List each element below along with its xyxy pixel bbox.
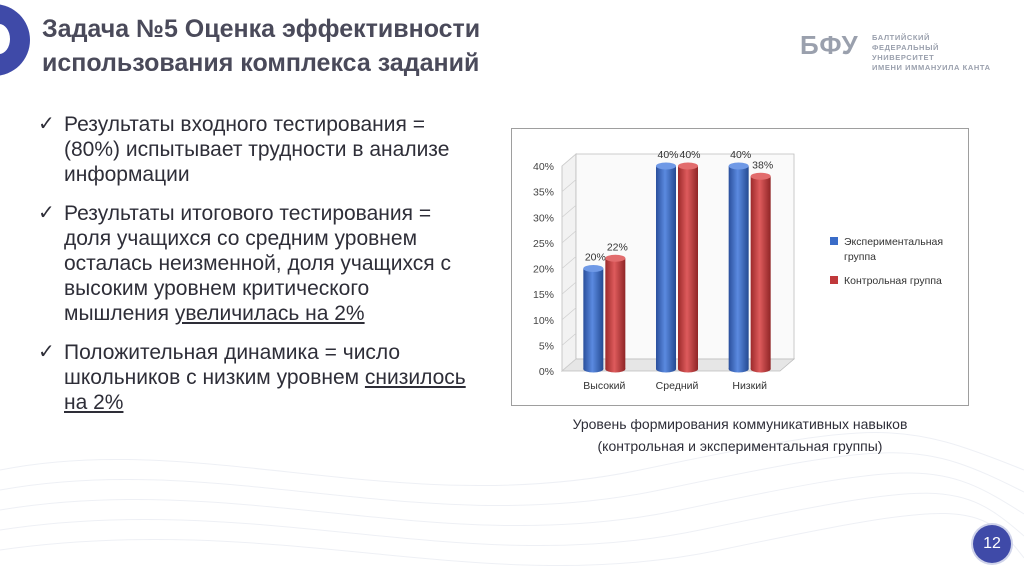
- bar-top: [728, 162, 749, 170]
- bullet-text: Результаты итогового тестирования = доля…: [64, 202, 452, 325]
- bar-top: [605, 254, 626, 262]
- y-gridline-diagonal: [561, 333, 577, 346]
- bar-top: [583, 265, 604, 272]
- legend-swatch: [830, 276, 838, 284]
- data-label: 22%: [607, 241, 628, 253]
- bar: [605, 258, 626, 369]
- title-line-1: Задача №5 Оценка эффективности: [42, 15, 481, 43]
- bar-base: [583, 365, 604, 373]
- data-label: 40%: [657, 149, 678, 161]
- logo-line-3: ИМЕНИ ИММАНУИЛА КАНТА: [872, 63, 991, 72]
- legend-label: группа: [844, 251, 876, 263]
- logo-line-1: БАЛТИЙСКИЙ: [872, 33, 931, 42]
- data-label: 38%: [752, 159, 773, 171]
- checkmark-icon: ✓: [38, 113, 55, 135]
- y-tick-label: 20%: [533, 264, 554, 276]
- legend-swatch: [830, 237, 838, 245]
- caption-line-1: Уровень формирования коммуникативных нав…: [572, 416, 908, 432]
- bullet-underlined-text: снизилось на 2%: [64, 366, 466, 414]
- data-label: 40%: [679, 149, 700, 161]
- slide-title: Задача №5 Оценка эффективности использов…: [42, 12, 642, 80]
- y-tick-label: 5%: [539, 340, 554, 352]
- y-tick-label: 40%: [533, 161, 554, 173]
- data-label: 20%: [585, 252, 606, 264]
- chart-frame: 0% 5% 10% 15% 20% 25% 30% 35% 40% 20% 22% Высокий 40…: [511, 128, 969, 406]
- title-line-2: использования комплекса заданий: [42, 49, 480, 77]
- y-tick-label: 25%: [533, 238, 554, 250]
- x-tick-label: Высокий: [583, 380, 625, 392]
- y-gridline-diagonal: [561, 307, 577, 321]
- caption-line-2: (контрольная и экспериментальная группы): [597, 438, 883, 454]
- y-tick-label: 0%: [539, 366, 554, 378]
- y-gridline-diagonal: [561, 281, 577, 295]
- bar-base: [656, 365, 676, 373]
- logo-line-2: ФЕДЕРАЛЬНЫЙ УНИВЕРСИТЕТ: [872, 43, 940, 62]
- bar: [656, 166, 676, 369]
- y-tick-label: 10%: [533, 315, 554, 327]
- bullet-item: ✓ Результаты итогового тестирования = до…: [38, 201, 478, 326]
- bar-base: [605, 365, 626, 373]
- bar-top: [750, 172, 771, 180]
- y-tick-label: 15%: [533, 289, 554, 301]
- bar-base: [678, 365, 698, 373]
- y-gridline-diagonal: [561, 256, 577, 269]
- y-gridline-diagonal: [561, 358, 577, 372]
- bar-top: [678, 162, 698, 170]
- checkmark-icon: ✓: [38, 202, 55, 224]
- x-tick-label: Низкий: [732, 380, 767, 392]
- checkmark-icon: ✓: [38, 341, 55, 363]
- bar-base: [728, 365, 749, 373]
- bullet-list: ✓ Результаты входного тестирования = (80…: [38, 112, 478, 429]
- bar: [583, 268, 604, 369]
- y-gridline-diagonal: [561, 153, 577, 167]
- legend-label: Экспериментальная: [844, 236, 943, 248]
- logo-mark: БФУ: [800, 30, 859, 60]
- chart-caption: Уровень формирования коммуникативных нав…: [500, 413, 980, 457]
- bullet-text: Результаты входного тестирования = (80%)…: [64, 113, 450, 186]
- bullet-underlined-text: увеличилась на 2%: [174, 302, 365, 325]
- page-number: 12: [973, 525, 1011, 563]
- data-label: 40%: [730, 149, 751, 161]
- bar-chart: 0%5%10%15%20%25%30%35%40%20%22%Высокий40…: [533, 149, 943, 392]
- bar: [678, 166, 698, 369]
- university-logo: БФУ БАЛТИЙСКИЙ ФЕДЕРАЛЬНЫЙ УНИВЕРСИТЕТ И…: [800, 30, 1000, 72]
- y-gridline-diagonal: [561, 230, 577, 244]
- bar: [728, 166, 749, 369]
- logo-text: БАЛТИЙСКИЙ ФЕДЕРАЛЬНЫЙ УНИВЕРСИТЕТ ИМЕНИ…: [872, 33, 1000, 73]
- bullet-text: Положительная динамика = число школьнико…: [64, 341, 401, 389]
- y-gridline-diagonal: [561, 204, 577, 218]
- y-tick-label: 35%: [533, 187, 554, 199]
- y-gridline-diagonal: [561, 179, 577, 192]
- bar-base: [750, 365, 771, 373]
- legend-label: Контрольная группа: [844, 275, 942, 287]
- y-tick-label: 30%: [533, 212, 554, 224]
- x-tick-label: Средний: [656, 380, 699, 392]
- bullet-item: ✓ Результаты входного тестирования = (80…: [38, 112, 478, 187]
- bullet-item: ✓ Положительная динамика = число школьни…: [38, 340, 478, 415]
- bar: [750, 176, 771, 369]
- bar-top: [656, 162, 676, 170]
